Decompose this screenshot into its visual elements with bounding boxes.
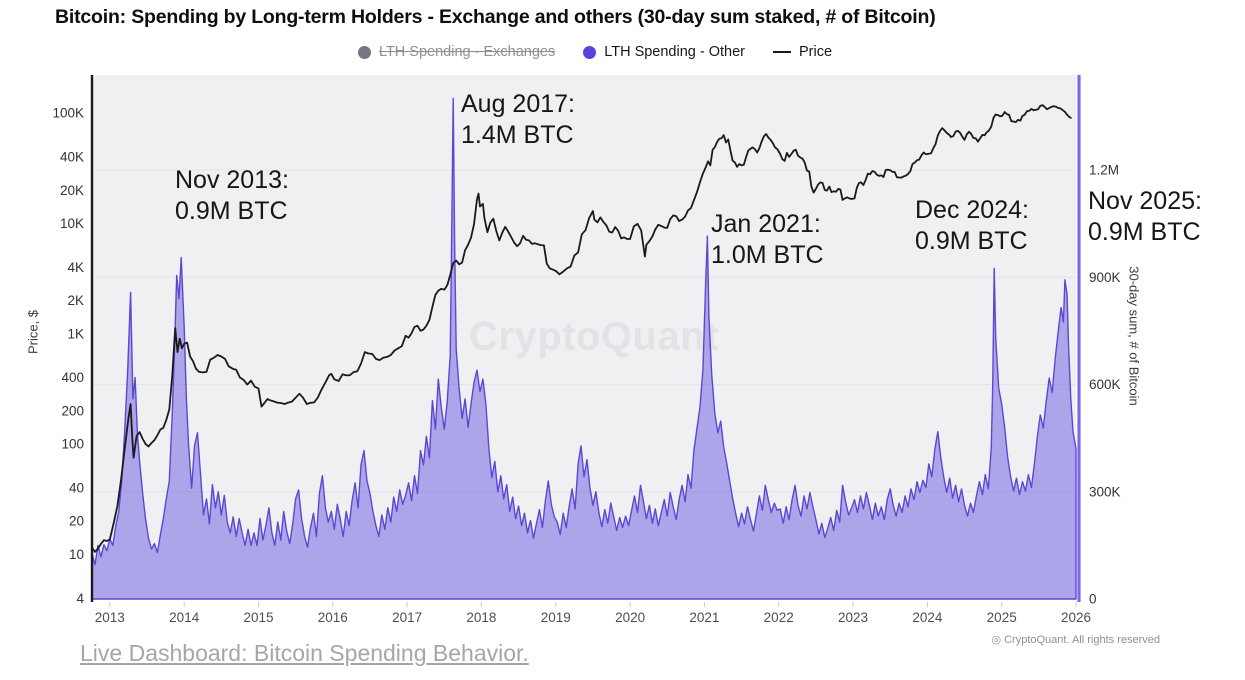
right-axis-tick: 600K (1089, 377, 1121, 392)
left-axis-tick: 4 (76, 591, 84, 606)
legend-dot-other-icon (583, 45, 597, 59)
legend: LTH Spending - Exchanges LTH Spending - … (0, 40, 1190, 64)
right-axis-tick: 1.2M (1089, 163, 1119, 178)
lth-spending-other-area (91, 97, 1077, 600)
legend-item-price[interactable]: Price (773, 44, 832, 60)
live-dashboard-link[interactable]: Live Dashboard: Bitcoin Spending Behavio… (80, 640, 529, 666)
x-axis-tick: 2019 (541, 610, 571, 625)
x-axis-tick: 2025 (987, 610, 1017, 625)
chart-title: Bitcoin: Spending by Long-term Holders -… (55, 6, 936, 28)
legend-dot-exchanges-icon (357, 45, 371, 59)
left-axis-tick: 20K (60, 183, 84, 198)
left-axis-tick: 4K (67, 260, 84, 275)
left-axis-tick: 1K (67, 326, 84, 341)
legend-item-lth-other[interactable]: LTH Spending - Other (583, 44, 745, 60)
left-axis-tick: 40K (60, 150, 84, 165)
x-axis-tick: 2013 (95, 610, 125, 625)
left-axis-tick: 10K (60, 216, 84, 231)
x-axis-tick: 2018 (466, 610, 496, 625)
x-axis-tick: 2026 (1061, 610, 1091, 625)
legend-line-price-icon (773, 50, 791, 54)
left-axis-tick: 20 (69, 514, 84, 529)
legend-label-price: Price (799, 44, 833, 60)
x-axis-tick: 2023 (838, 610, 868, 625)
left-axis-tick: 40 (69, 481, 84, 496)
annotation-dec-2024: Dec 2024: 0.9M BTC (915, 196, 1029, 255)
x-axis-tick: 2015 (243, 610, 273, 625)
annotation-aug-2017: Aug 2017: 1.4M BTC (461, 90, 575, 149)
x-axis-tick: 2024 (912, 610, 943, 625)
left-axis-tick: 200 (61, 403, 84, 418)
right-axis-tick: 0 (1089, 592, 1097, 607)
left-axis-tick: 2K (67, 293, 84, 308)
left-axis-tick: 100 (61, 437, 84, 452)
x-axis-tick: 2017 (392, 610, 422, 625)
legend-label-exchanges: LTH Spending - Exchanges (378, 44, 556, 60)
annotation-nov-2025: Nov 2025: 0.9M BTC (1088, 187, 1202, 246)
copyright-text: ◎ CryptoQuant. All rights reserved (991, 634, 1160, 646)
cryptoquant-watermark: CryptoQuant (469, 314, 719, 359)
x-axis-tick: 2014 (169, 610, 200, 625)
left-axis-tick: 10 (69, 547, 84, 562)
right-axis-tick: 300K (1089, 484, 1121, 499)
legend-label-other: LTH Spending - Other (604, 44, 745, 60)
left-axis-tick: 400 (61, 370, 84, 385)
annotation-jan-2021: Jan 2021: 1.0M BTC (711, 210, 824, 269)
x-axis-tick: 2022 (764, 610, 794, 625)
x-axis-tick: 2020 (615, 610, 645, 625)
legend-item-lth-exchanges[interactable]: LTH Spending - Exchanges (357, 44, 556, 60)
right-axis-label: 30-day sum, # of Bitcoin (1126, 266, 1142, 406)
price-line (91, 104, 1072, 553)
left-axis-label: Price, $ (25, 309, 41, 355)
x-axis-tick: 2021 (689, 610, 719, 625)
x-axis-tick: 2016 (318, 610, 348, 625)
annotation-nov-2013: Nov 2013: 0.9M BTC (175, 166, 289, 225)
right-axis-tick: 900K (1089, 270, 1121, 285)
left-axis-tick: 100K (52, 106, 84, 121)
